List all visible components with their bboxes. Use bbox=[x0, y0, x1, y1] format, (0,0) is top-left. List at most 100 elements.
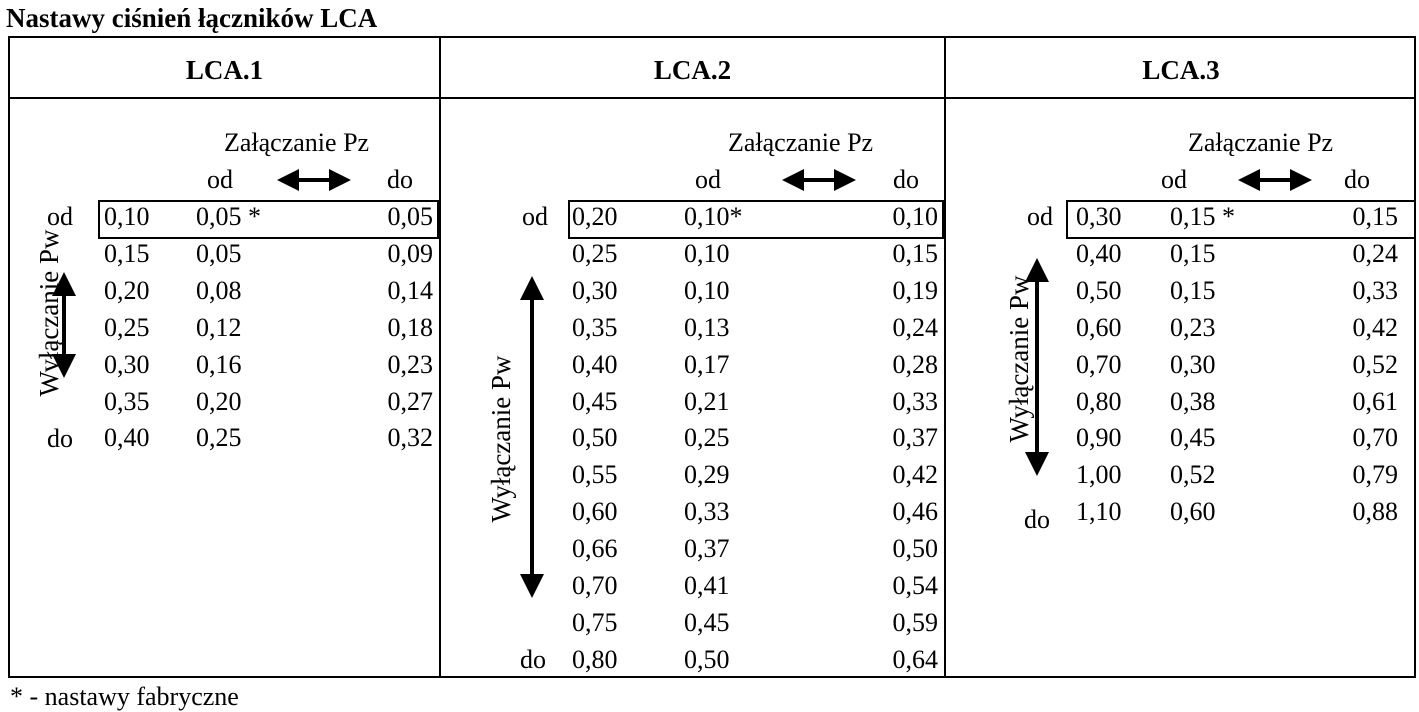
pw-value-cell: 0,70 bbox=[1076, 350, 1122, 379]
pz-od-value-cell: 0,25 bbox=[684, 423, 730, 452]
pz-od-value-cell: 0,41 bbox=[684, 571, 730, 600]
pz-od-value-cell: 0,45 bbox=[684, 608, 730, 637]
column-divider-2 bbox=[944, 36, 946, 678]
pw-value-cell: 1,10 bbox=[1076, 497, 1122, 526]
switch-off-od-label-lca1: od bbox=[47, 202, 73, 231]
pw-value-cell: 0,70 bbox=[572, 571, 618, 600]
factory-setting-box-lca1 bbox=[98, 200, 439, 239]
pw-value-cell: 0,35 bbox=[104, 387, 150, 416]
pz-do-value-cell: 0,88 bbox=[1352, 497, 1399, 526]
double-arrow-horizontal-icon bbox=[277, 169, 351, 191]
pz-do-value-cell: 0,54 bbox=[892, 571, 939, 600]
pw-value-cell: 0,20 bbox=[104, 276, 150, 305]
pz-do-value-cell: 0,59 bbox=[892, 608, 939, 637]
pz-do-value-cell: 0,24 bbox=[892, 313, 939, 342]
switch-off-do-label-lca2: do bbox=[520, 645, 546, 674]
pz-do-value-cell: 0,42 bbox=[1352, 313, 1399, 342]
pz-od-value-cell: 0,05 * bbox=[196, 202, 261, 231]
pw-value-cell: 0,60 bbox=[572, 497, 618, 526]
pz-od-value-cell: 0,30 bbox=[1170, 350, 1216, 379]
pz-od-value-cell: 0,33 bbox=[684, 497, 730, 526]
column-header-lca3: LCA.3 bbox=[1142, 55, 1220, 85]
pw-value-cell: 0,60 bbox=[1076, 313, 1122, 342]
settings-table bbox=[8, 36, 1416, 678]
pz-do-value-cell: 0,05 bbox=[387, 202, 434, 231]
pw-value-cell: 0,10 bbox=[104, 202, 150, 231]
pz-od-value-cell: 0,20 bbox=[196, 387, 242, 416]
pw-value-cell: 0,40 bbox=[104, 423, 150, 452]
pz-do-value-cell: 0,52 bbox=[1352, 350, 1399, 379]
pw-value-cell: 0,25 bbox=[104, 313, 150, 342]
pz-do-value-cell: 0,23 bbox=[387, 350, 434, 379]
pz-do-value-cell: 0,33 bbox=[1352, 276, 1399, 305]
pz-do-value-cell: 0,24 bbox=[1352, 239, 1399, 268]
pz-od-value-cell: 0,10 bbox=[684, 276, 730, 305]
column-header-lca2: LCA.2 bbox=[653, 55, 732, 85]
pz-od-value-cell: 0,15 bbox=[1170, 239, 1216, 268]
switch-off-do-label-lca3: do bbox=[1024, 505, 1050, 534]
pz-do-value-cell: 0,64 bbox=[892, 645, 939, 674]
switch-on-od-label-lca2: od bbox=[695, 165, 721, 194]
factory-setting-box-lca2 bbox=[568, 200, 944, 239]
pw-value-cell: 0,30 bbox=[572, 276, 618, 305]
switch-on-do-label-lca2: do bbox=[893, 165, 919, 194]
switch-off-od-label-lca3: od bbox=[1027, 202, 1053, 231]
pw-value-cell: 0,50 bbox=[1076, 276, 1122, 305]
pz-do-value-cell: 0,33 bbox=[892, 387, 939, 416]
double-arrow-vertical-icon bbox=[1025, 258, 1049, 476]
pz-do-value-cell: 0,27 bbox=[387, 387, 434, 416]
pz-od-value-cell: 0,25 bbox=[196, 423, 242, 452]
pw-value-cell: 0,45 bbox=[572, 387, 618, 416]
pz-od-value-cell: 0,60 bbox=[1170, 497, 1216, 526]
pw-value-cell: 0,80 bbox=[572, 645, 618, 674]
pw-value-cell: 0,40 bbox=[572, 350, 618, 379]
pz-od-value-cell: 0,16 bbox=[196, 350, 242, 379]
switch-off-do-label-lca1: do bbox=[47, 424, 73, 453]
switch-on-label-lca2: Załączanie Pz bbox=[728, 128, 874, 157]
double-arrow-horizontal-icon bbox=[1238, 169, 1312, 191]
pz-do-value-cell: 0,42 bbox=[892, 460, 939, 489]
pw-value-cell: 0,50 bbox=[572, 423, 618, 452]
pz-do-value-cell: 0,37 bbox=[892, 423, 939, 452]
pw-value-cell: 0,40 bbox=[1076, 239, 1122, 268]
pw-value-cell: 0,35 bbox=[572, 313, 618, 342]
pz-od-value-cell: 0,15 * bbox=[1170, 202, 1235, 231]
pz-do-value-cell: 0,46 bbox=[892, 497, 939, 526]
switch-off-od-label-lca2: od bbox=[522, 202, 548, 231]
header-divider bbox=[8, 97, 1416, 99]
footnote: * - nastawy fabryczne bbox=[10, 682, 239, 711]
column-header-lca1: LCA.1 bbox=[185, 55, 264, 85]
pz-od-value-cell: 0,52 bbox=[1170, 460, 1216, 489]
pz-od-value-cell: 0,29 bbox=[684, 460, 730, 489]
pz-do-value-cell: 0,32 bbox=[387, 423, 434, 452]
pz-od-value-cell: 0,15 bbox=[1170, 276, 1216, 305]
pw-value-cell: 0,25 bbox=[572, 239, 618, 268]
switch-on-od-label-lca3: od bbox=[1161, 165, 1187, 194]
page-title: Nastawy ciśnień łączników LCA bbox=[6, 3, 378, 33]
pw-value-cell: 1,00 bbox=[1076, 460, 1122, 489]
pw-value-cell: 0,66 bbox=[572, 534, 618, 563]
pz-od-value-cell: 0,13 bbox=[684, 313, 730, 342]
switch-on-od-label-lca1: od bbox=[207, 165, 233, 194]
pz-od-value-cell: 0,10* bbox=[684, 202, 743, 231]
pz-do-value-cell: 0,28 bbox=[892, 350, 939, 379]
pz-do-value-cell: 0,19 bbox=[892, 276, 939, 305]
column-divider-1 bbox=[439, 36, 441, 678]
pz-od-value-cell: 0,23 bbox=[1170, 313, 1216, 342]
factory-setting-box-lca3 bbox=[1066, 200, 1416, 239]
pw-value-cell: 0,80 bbox=[1076, 387, 1122, 416]
pz-od-value-cell: 0,45 bbox=[1170, 423, 1216, 452]
pw-value-cell: 0,15 bbox=[104, 239, 150, 268]
switch-on-do-label-lca3: do bbox=[1344, 165, 1370, 194]
pz-od-value-cell: 0,12 bbox=[196, 313, 242, 342]
pw-value-cell: 0,75 bbox=[572, 608, 618, 637]
pz-od-value-cell: 0,08 bbox=[196, 276, 242, 305]
switch-off-label-lca2: Wyłączanie Pw bbox=[486, 355, 516, 523]
switch-on-label-lca3: Załączanie Pz bbox=[1188, 128, 1334, 157]
pz-do-value-cell: 0,61 bbox=[1352, 387, 1399, 416]
pz-do-value-cell: 0,79 bbox=[1352, 460, 1399, 489]
pz-od-value-cell: 0,50 bbox=[684, 645, 730, 674]
pz-do-value-cell: 0,15 bbox=[892, 239, 939, 268]
pz-od-value-cell: 0,37 bbox=[684, 534, 730, 563]
pz-do-value-cell: 0,15 bbox=[1352, 202, 1399, 231]
